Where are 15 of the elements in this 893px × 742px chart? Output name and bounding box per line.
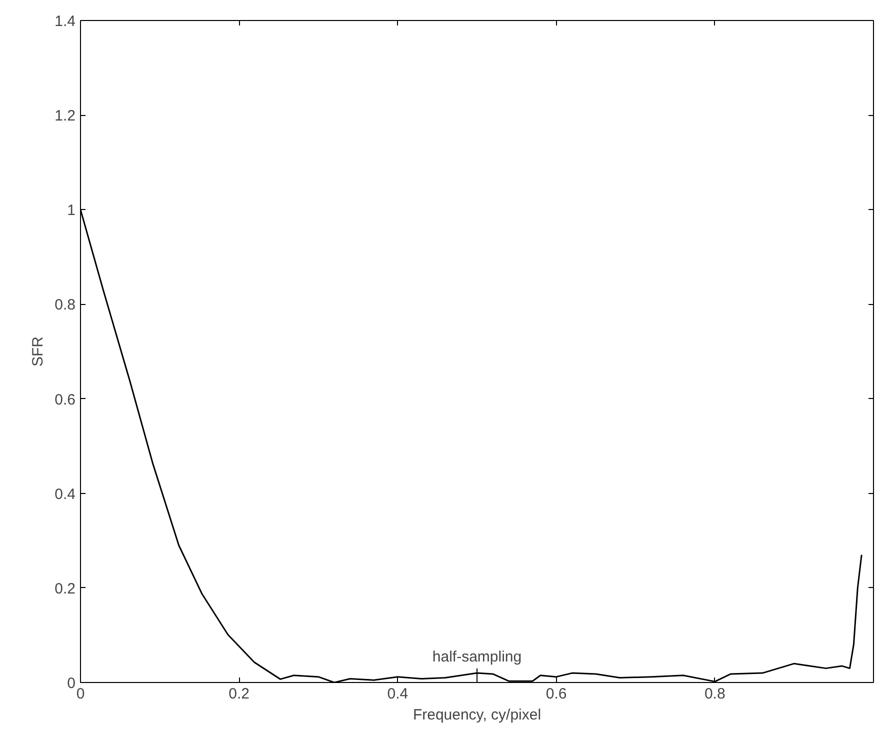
x-tick-label: 0.2 bbox=[228, 686, 250, 702]
y-tick-label: 1.2 bbox=[54, 108, 76, 125]
y-tick-label: 0.6 bbox=[54, 391, 76, 408]
y-tick-label: 0 bbox=[67, 675, 76, 692]
y-tick-label: 0.8 bbox=[54, 296, 76, 314]
x-axis-title: Frequency, cy/pixel bbox=[412, 706, 542, 724]
y-tick-label: 1 bbox=[67, 202, 76, 220]
y-tick-label: 0.4 bbox=[54, 486, 76, 503]
x-tick-label: 0.6 bbox=[546, 686, 567, 702]
y-tick-label: 1.4 bbox=[54, 13, 76, 30]
x-tick-label: 0.4 bbox=[387, 686, 408, 702]
y-axis-title: SFR bbox=[30, 336, 47, 366]
y-tick-label: 0.2 bbox=[54, 580, 76, 598]
annotation: half-sampling bbox=[432, 648, 522, 666]
x-tick-label: 0.8 bbox=[704, 686, 726, 702]
